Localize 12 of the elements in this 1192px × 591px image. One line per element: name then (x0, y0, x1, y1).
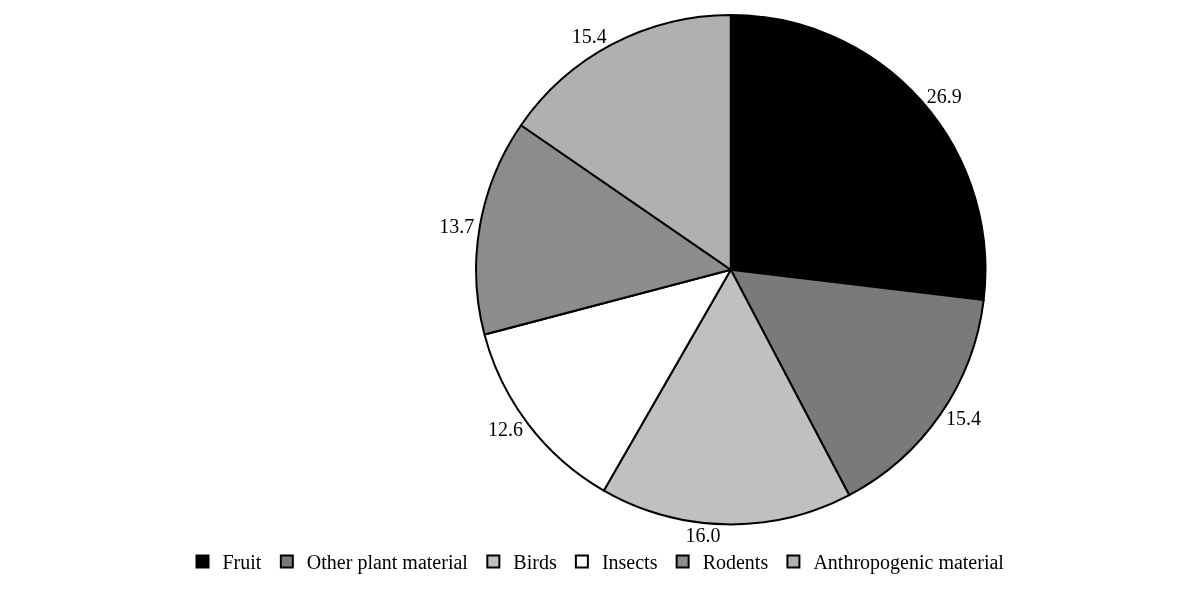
legend-label: Fruit (222, 551, 262, 574)
legend-label: Insects (601, 551, 658, 574)
data-label: 13.7 (439, 214, 475, 237)
legend-label: Other plant material (306, 551, 469, 575)
data-label: 16.0 (685, 524, 721, 547)
legend-label: Birds (513, 551, 557, 574)
data-label: 15.4 (571, 24, 607, 47)
data-label: 26.9 (926, 84, 962, 107)
legend-label: Anthropogenic material (813, 551, 1005, 575)
legend-label: Rodents (702, 551, 769, 574)
data-label: 15.4 (946, 406, 982, 429)
data-label: 12.6 (488, 417, 524, 440)
